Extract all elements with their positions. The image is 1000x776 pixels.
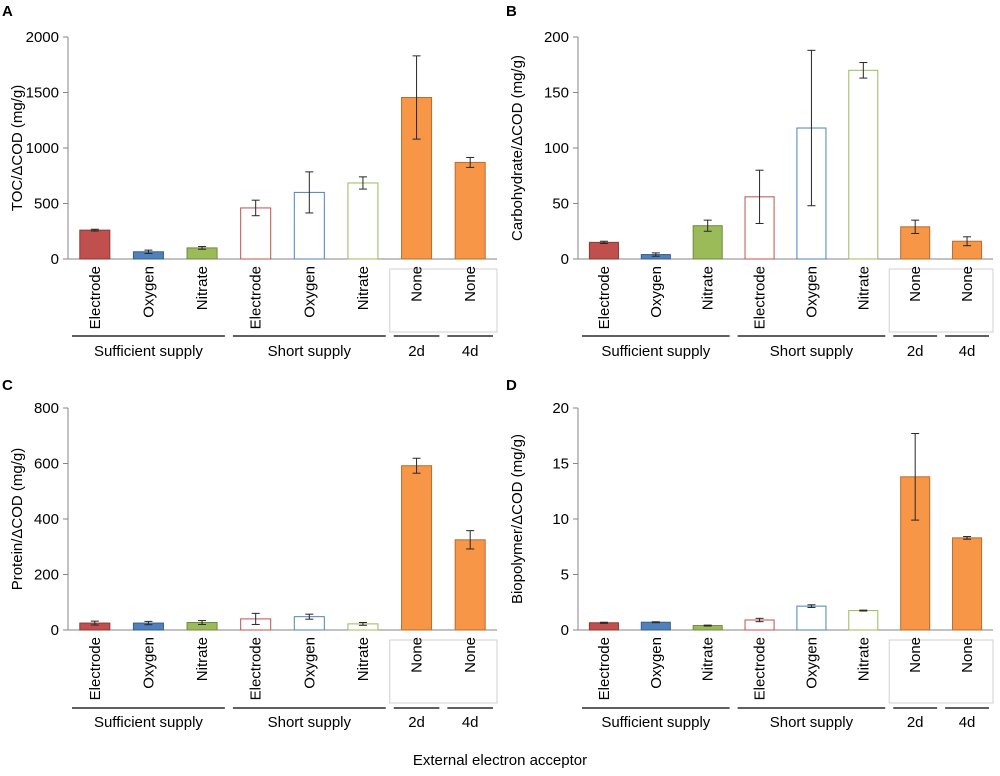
group-label: 4d	[462, 343, 479, 360]
none-category-box	[888, 639, 994, 704]
bar-1	[588, 241, 619, 260]
category-label: Nitrate	[700, 637, 717, 681]
group-label: Sufficient supply	[601, 714, 710, 731]
y-tick-label: 600	[34, 456, 59, 473]
y-tick-label: 200	[34, 567, 59, 584]
panel-c: C 0 200 400 600 800 Protein/ΔCOD (mg/g) Electro…	[2, 377, 498, 731]
y-tick-label: 800	[34, 400, 59, 417]
bar-6	[848, 69, 879, 260]
bar-6	[347, 182, 379, 260]
category-label: Electrode	[87, 637, 104, 700]
group-label: 2d	[907, 343, 924, 360]
category-label: None	[959, 266, 976, 302]
y-axis-title: Biopolymer/ΔCOD (mg/g)	[509, 434, 526, 604]
category-label: Nitrate	[855, 266, 872, 310]
category-label: Nitrate	[194, 637, 211, 681]
category-label: Electrode	[248, 266, 265, 329]
category-label: Electrode	[752, 266, 769, 329]
panel-letter: D	[506, 377, 517, 394]
category-label: Oxygen	[140, 637, 157, 689]
category-label: Oxygen	[648, 637, 665, 689]
group-label: 2d	[408, 343, 425, 360]
y-tick-label: 2000	[26, 29, 59, 46]
y-tick-label: 0	[51, 251, 59, 268]
category-label: Electrode	[752, 637, 769, 700]
y-tick-label: 0	[561, 622, 569, 639]
panel-letter: A	[2, 3, 13, 20]
category-label: Nitrate	[700, 266, 717, 310]
category-label: Oxygen	[648, 266, 665, 318]
group-label: Sufficient supply	[601, 343, 710, 360]
bar-7	[401, 465, 433, 631]
group-label: 4d	[959, 343, 976, 360]
y-axis-title: TOC/ΔCOD (mg/g)	[9, 85, 26, 211]
y-tick-label: 1000	[26, 140, 59, 157]
category-label: Electrode	[596, 637, 613, 700]
bar-8	[952, 537, 983, 631]
bar-2	[640, 621, 671, 631]
category-label: None	[462, 266, 479, 302]
category-label: None	[907, 637, 924, 673]
group-label: Short supply	[268, 343, 352, 360]
bar-8	[454, 161, 486, 260]
category-label: None	[462, 637, 479, 673]
y-tick-label: 10	[552, 511, 569, 528]
y-tick-label: 0	[561, 251, 569, 268]
group-label: Short supply	[770, 343, 854, 360]
category-label: Electrode	[248, 637, 265, 700]
panel-letter: B	[506, 3, 517, 20]
bar-6	[848, 610, 879, 631]
category-label: Nitrate	[194, 266, 211, 310]
panel-letter: C	[2, 377, 13, 394]
category-label: None	[959, 637, 976, 673]
y-tick-label: 20	[552, 400, 569, 417]
category-label: None	[409, 266, 426, 302]
y-tick-label: 400	[34, 511, 59, 528]
none-category-box	[389, 268, 498, 333]
bar-1	[79, 229, 111, 260]
none-category-box	[389, 639, 498, 704]
y-tick-label: 200	[544, 29, 569, 46]
category-label: Oxygen	[140, 266, 157, 318]
category-label: Nitrate	[355, 266, 372, 310]
y-tick-label: 150	[544, 85, 569, 102]
y-axis-title: Carbohydrate/ΔCOD (mg/g)	[509, 55, 526, 241]
y-tick-label: 1500	[26, 85, 59, 102]
global-x-axis-label: External electron acceptor	[412, 752, 588, 769]
group-label: Short supply	[770, 714, 854, 731]
category-label: Electrode	[596, 266, 613, 329]
none-category-box	[888, 268, 994, 333]
panel-a: A 0 500 1000 1500 2000 TOC/ΔCOD (mg/g) Electrod…	[2, 3, 498, 360]
category-label: Oxygen	[301, 637, 318, 689]
group-label: Short supply	[268, 714, 352, 731]
category-label: Oxygen	[803, 637, 820, 689]
y-tick-label: 0	[51, 622, 59, 639]
y-tick-label: 100	[544, 140, 569, 157]
category-label: Oxygen	[803, 266, 820, 318]
panel-d: D 0 5 10 15 20 Biopolymer/ΔCOD (mg/g) Electrode…	[506, 377, 994, 731]
group-label: Sufficient supply	[94, 343, 203, 360]
group-label: 4d	[959, 714, 976, 731]
group-label: Sufficient supply	[94, 714, 203, 731]
group-label: 2d	[907, 714, 924, 731]
category-label: Electrode	[87, 266, 104, 329]
category-label: None	[409, 637, 426, 673]
category-label: None	[907, 266, 924, 302]
bar-1	[588, 622, 619, 631]
group-label: 4d	[462, 714, 479, 731]
bar-8	[454, 539, 486, 631]
category-label: Oxygen	[301, 266, 318, 318]
y-tick-label: 15	[552, 456, 569, 473]
y-tick-label: 50	[552, 196, 569, 213]
panel-b: B 0 50 100 150 200 Carbohydrate/ΔCOD (mg/g) Ele…	[506, 3, 994, 360]
y-tick-label: 500	[34, 196, 59, 213]
y-axis-title: Protein/ΔCOD (mg/g)	[9, 448, 26, 591]
y-tick-label: 5	[561, 567, 569, 584]
category-label: Nitrate	[355, 637, 372, 681]
category-label: Nitrate	[855, 637, 872, 681]
group-label: 2d	[408, 714, 425, 731]
bar-5	[796, 605, 827, 631]
